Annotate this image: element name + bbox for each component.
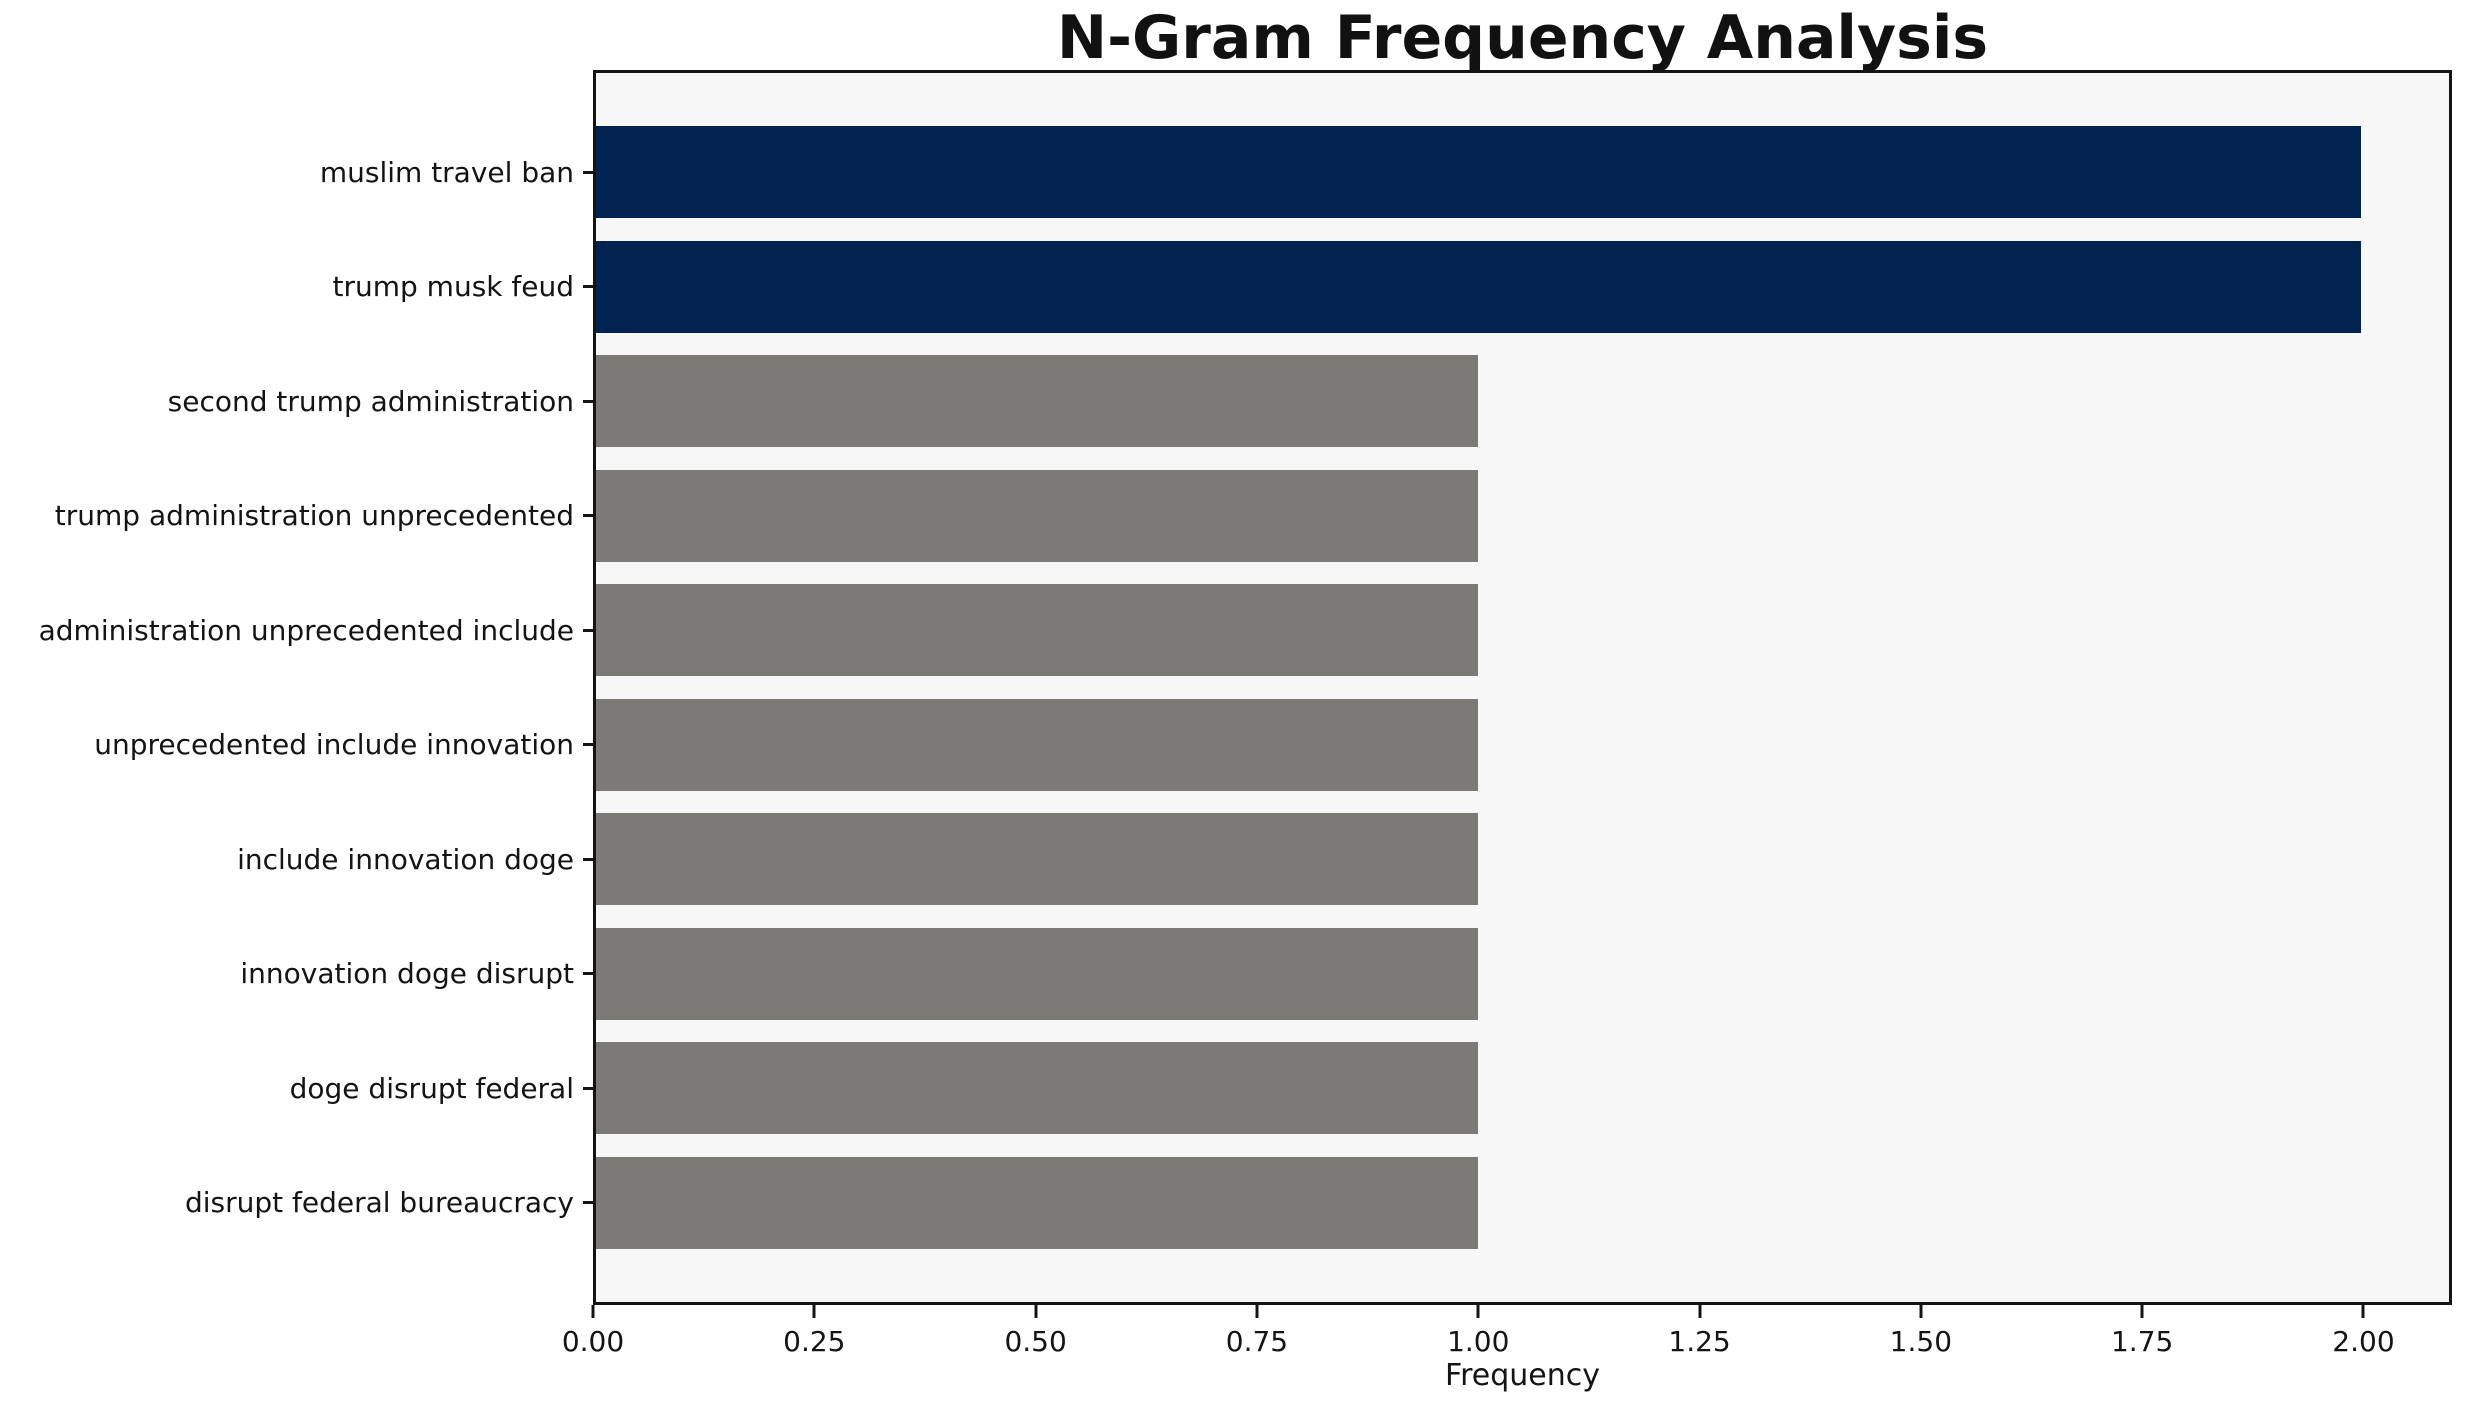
- bar: [596, 1156, 1479, 1249]
- y-tick-label: innovation doge disrupt: [240, 957, 574, 991]
- y-tick-mark: [583, 628, 593, 632]
- x-tick-mark: [1255, 1305, 1259, 1318]
- x-tick-label: 0.25: [783, 1325, 846, 1358]
- x-tick-label: 0.50: [1004, 1325, 1067, 1358]
- y-tick-label-row: unprecedented include innovation: [0, 699, 593, 791]
- y-tick-label: include innovation doge: [237, 842, 574, 876]
- y-tick-label: administration unprecedented include: [38, 613, 574, 647]
- bar: [596, 927, 1479, 1020]
- y-tick-label: second trump administration: [167, 384, 574, 418]
- chart-title: N-Gram Frequency Analysis: [1056, 3, 1989, 73]
- bar: [596, 469, 1479, 562]
- x-tick-mark: [1919, 1305, 1923, 1318]
- bar: [596, 1042, 1479, 1135]
- y-tick-label: doge disrupt federal: [289, 1071, 574, 1105]
- x-tick-label: 1.50: [1889, 1325, 1953, 1358]
- x-tick-label: 2.00: [2332, 1325, 2395, 1358]
- x-tick-label: 1.25: [1668, 1325, 1731, 1358]
- bar: [596, 698, 1479, 791]
- x-tick-mark: [2361, 1305, 2365, 1318]
- x-tick-label: 1.75: [2110, 1325, 2174, 1358]
- x-tick-mark: [1476, 1305, 1480, 1318]
- y-tick-label-row: innovation doge disrupt: [0, 928, 593, 1020]
- y-tick-label: trump administration unprecedented: [54, 499, 574, 533]
- y-tick-mark: [583, 514, 593, 518]
- y-tick-label-row: trump musk feud: [0, 241, 593, 333]
- y-tick-label: trump musk feud: [332, 270, 574, 304]
- y-tick-mark: [583, 972, 593, 976]
- y-tick-label: disrupt federal bureaucracy: [184, 1186, 574, 1220]
- bar-row: [596, 927, 2449, 1020]
- plot-area: [593, 70, 2452, 1305]
- y-tick-mark: [583, 1201, 593, 1205]
- bar-row: [596, 584, 2449, 677]
- x-tick-mark: [2140, 1305, 2144, 1318]
- y-tick-label: muslim travel ban: [319, 155, 574, 189]
- x-tick-mark: [1034, 1305, 1038, 1318]
- x-tick-label: 0.00: [561, 1325, 625, 1358]
- y-tick-mark: [583, 285, 593, 289]
- bar-row: [596, 240, 2449, 333]
- y-tick-mark: [583, 857, 593, 861]
- x-axis: 0.00 0.25 0.50 0.75 1.00 1.25 1.50 1.75 2.00: [562, 1305, 2452, 1375]
- bar-row: [596, 698, 2449, 791]
- y-tick-mark: [583, 399, 593, 403]
- bar-row: [596, 469, 2449, 562]
- bar-row: [596, 813, 2449, 906]
- y-tick-label-row: muslim travel ban: [0, 126, 593, 218]
- bar: [596, 813, 1479, 906]
- x-tick-mark: [812, 1305, 816, 1318]
- x-tick-label: 0.75: [1225, 1325, 1289, 1358]
- y-tick-label-row: second trump administration: [0, 355, 593, 447]
- y-tick-label-row: include innovation doge: [0, 813, 593, 905]
- bar: [596, 126, 2361, 218]
- y-tick-label-row: disrupt federal bureaucracy: [0, 1157, 593, 1249]
- x-axis-title: Frequency: [1445, 1358, 1600, 1393]
- y-axis-labels: muslim travel ban trump musk feud second t…: [0, 126, 593, 1249]
- x-tick-label: 1.00: [1447, 1325, 1510, 1358]
- y-tick-label-row: trump administration unprecedented: [0, 470, 593, 562]
- y-tick-mark: [583, 1086, 593, 1090]
- y-tick-label: unprecedented include innovation: [94, 728, 574, 762]
- y-tick-label-row: doge disrupt federal: [0, 1042, 593, 1134]
- bar-row: [596, 1156, 2449, 1249]
- bar-row: [596, 355, 2449, 448]
- y-tick-mark: [583, 170, 593, 174]
- bar-row: [596, 126, 2449, 218]
- bar: [596, 355, 1479, 448]
- bar: [596, 584, 1479, 677]
- x-tick-mark: [591, 1305, 595, 1318]
- bars: [596, 126, 2449, 1249]
- y-tick-label-row: administration unprecedented include: [0, 584, 593, 676]
- bar-row: [596, 1042, 2449, 1135]
- x-tick-mark: [1698, 1305, 1702, 1318]
- bar: [596, 240, 2361, 333]
- y-tick-mark: [583, 743, 593, 747]
